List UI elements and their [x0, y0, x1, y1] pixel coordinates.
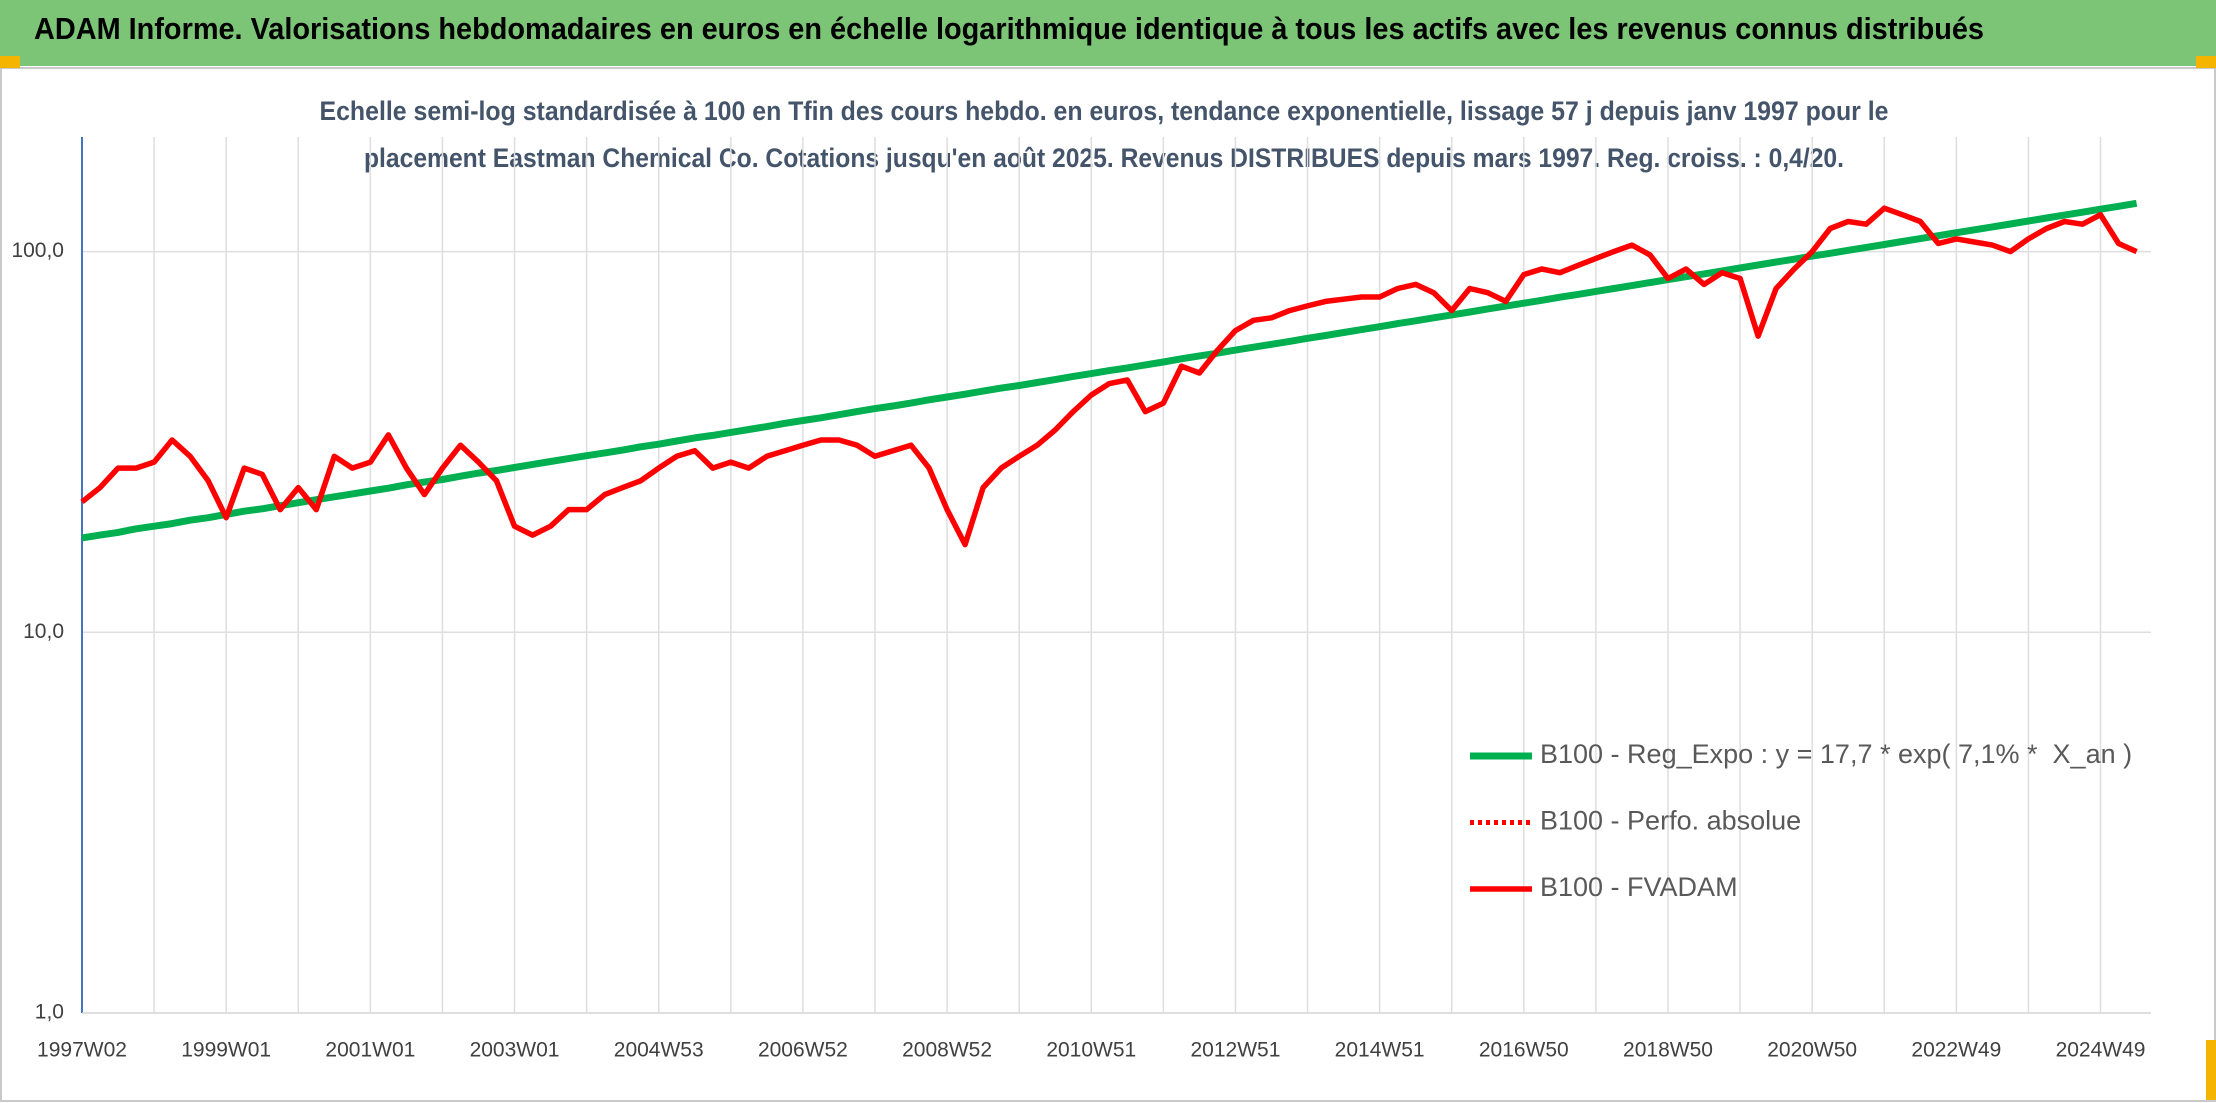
- x-tick-label: 2003W01: [470, 1039, 560, 1062]
- x-tick-label: 2020W50: [1767, 1039, 1857, 1062]
- x-tick-label: 2012W51: [1190, 1039, 1280, 1062]
- corner-tab: [2196, 56, 2216, 68]
- x-tick-label: 2022W49: [1911, 1039, 2001, 1062]
- legend-label: B100 - FVADAM: [1540, 872, 1738, 902]
- legend-label: B100 - Reg_Expo : y = 17,7 * exp( 7,1% *…: [1540, 739, 2132, 769]
- frame: [0, 67, 2216, 1102]
- x-tick-label: 1997W02: [37, 1039, 127, 1062]
- y-tick-label: 10,0: [23, 620, 64, 643]
- x-tick-label: 2008W52: [902, 1039, 992, 1062]
- x-tick-label: 2014W51: [1335, 1039, 1425, 1062]
- series-line: [81, 199, 2138, 542]
- chart-title: ADAM Informe. Valorisations hebdomadaire…: [34, 11, 1984, 46]
- x-tick-label: 2018W50: [1623, 1039, 1713, 1062]
- x-tick-label: 2016W50: [1479, 1039, 1569, 1062]
- chart-subtitle: placement Eastman Chemical Co. Cotations…: [364, 143, 1844, 173]
- x-tick-label: 2006W52: [758, 1039, 848, 1062]
- x-tick-label: 2024W49: [2056, 1039, 2146, 1062]
- corner-tab: [0, 56, 20, 68]
- series-line: [80, 205, 2138, 548]
- y-tick-label: 1,0: [35, 1001, 64, 1024]
- x-tick-label: 2001W01: [325, 1039, 415, 1062]
- corner-tab: [2206, 1040, 2216, 1100]
- x-tick-label: 2004W53: [614, 1039, 704, 1062]
- legend-label: B100 - Perfo. absolue: [1540, 806, 1801, 836]
- x-tick-label: 2010W51: [1046, 1039, 1136, 1062]
- x-tick-label: 1999W01: [181, 1039, 271, 1062]
- y-tick-label: 100,0: [11, 239, 64, 262]
- chart-subtitle: Echelle semi-log standardisée à 100 en T…: [320, 96, 1889, 126]
- title-bar: [0, 0, 2216, 66]
